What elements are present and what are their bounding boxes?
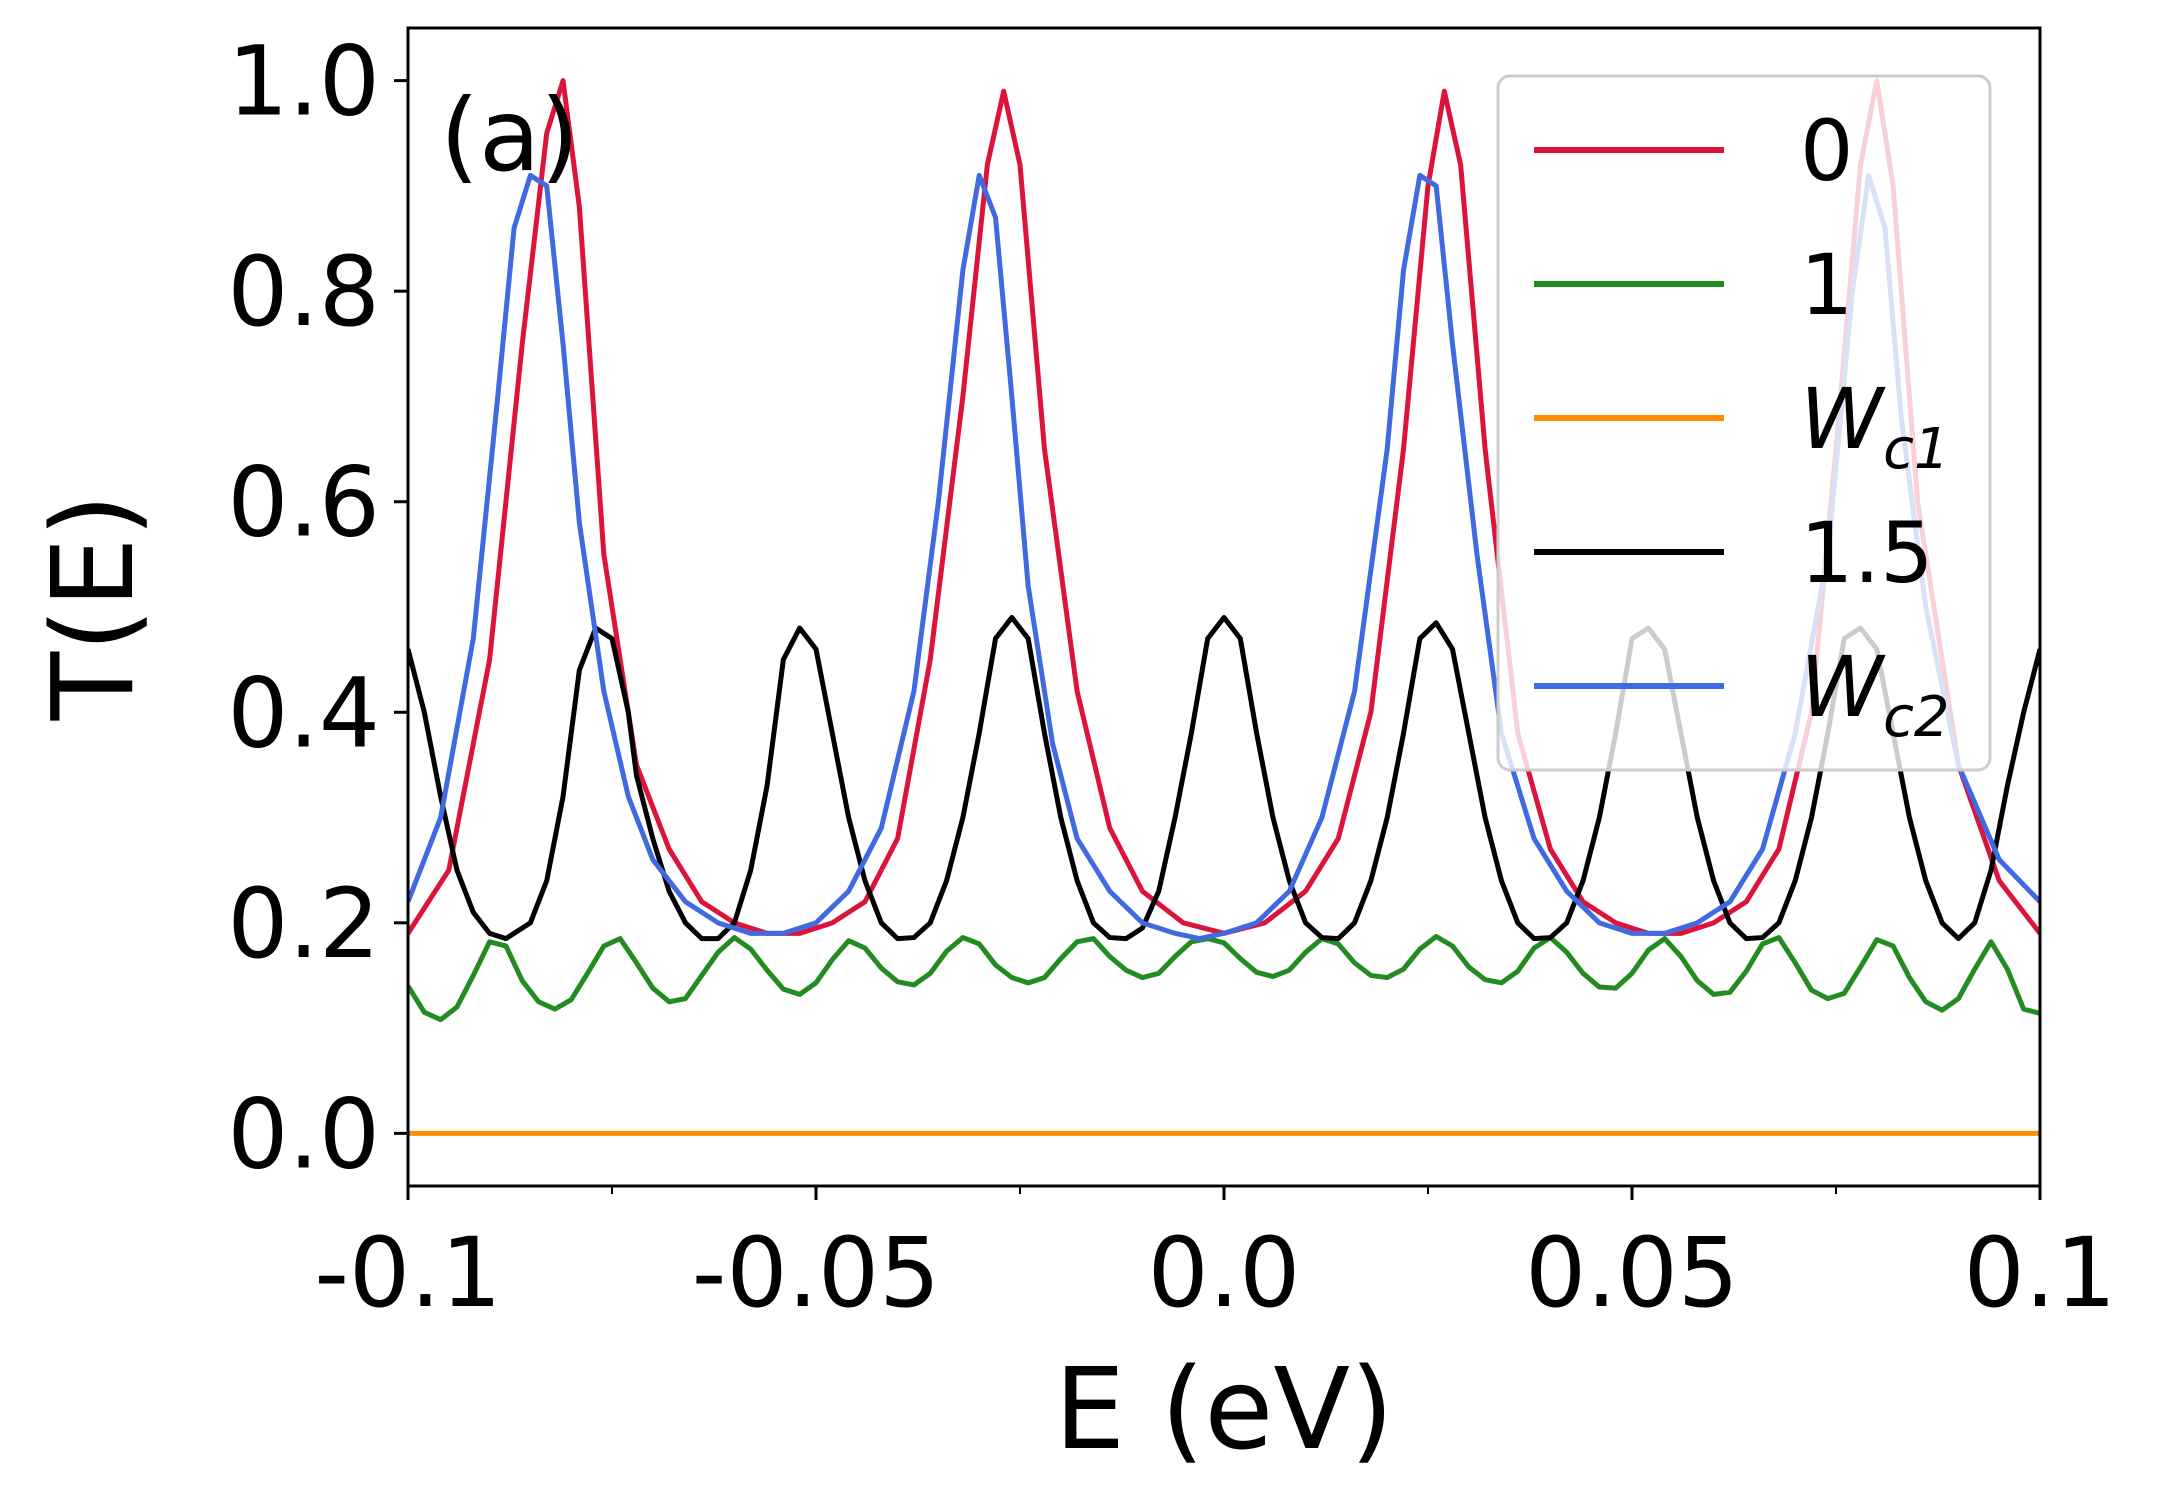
y-tick-label: 0.2 — [227, 868, 380, 980]
y-tick-label: 0.8 — [227, 236, 380, 348]
x-tick-label: 0.05 — [1525, 1217, 1739, 1329]
panel-label: (a) — [440, 77, 579, 194]
series-line-4 — [408, 172, 2040, 942]
legend-label-2: Wc1 — [1800, 370, 1949, 482]
y-tick-label: 1.0 — [227, 26, 380, 138]
legend-label-4: Wc2 — [1800, 638, 1949, 750]
legend-label-0: 0 — [1800, 102, 1853, 200]
x-axis-label: E (eV) — [1054, 1345, 1393, 1475]
legend-frame — [1496, 74, 1992, 772]
x-tick-label: 0.1 — [1964, 1217, 2117, 1329]
ticks-layer: -0.1 -0.05 0.0 0.05 0.1 0.0 0.2 0.4 0.6 0.8 1.0 — [227, 26, 2116, 1329]
y-tick-label: 0.6 — [227, 447, 380, 559]
legend-label-1: 1 — [1800, 236, 1853, 334]
y-axis-label: T(E) — [29, 494, 159, 722]
series-line-1 — [408, 934, 2040, 1023]
x-tick-label: -0.05 — [692, 1217, 940, 1329]
x-tick-label: -0.1 — [314, 1217, 501, 1329]
x-tick-label: 0.0 — [1148, 1217, 1301, 1329]
series-layer — [408, 78, 2040, 1136]
legend: 0 1 Wc1 1.5 Wc2 — [1496, 74, 1992, 772]
y-tick-label: 0.0 — [227, 1078, 380, 1190]
legend-label-3: 1.5 — [1800, 504, 1934, 602]
y-tick-label: 0.4 — [227, 657, 380, 769]
series-line-3 — [408, 615, 2040, 942]
